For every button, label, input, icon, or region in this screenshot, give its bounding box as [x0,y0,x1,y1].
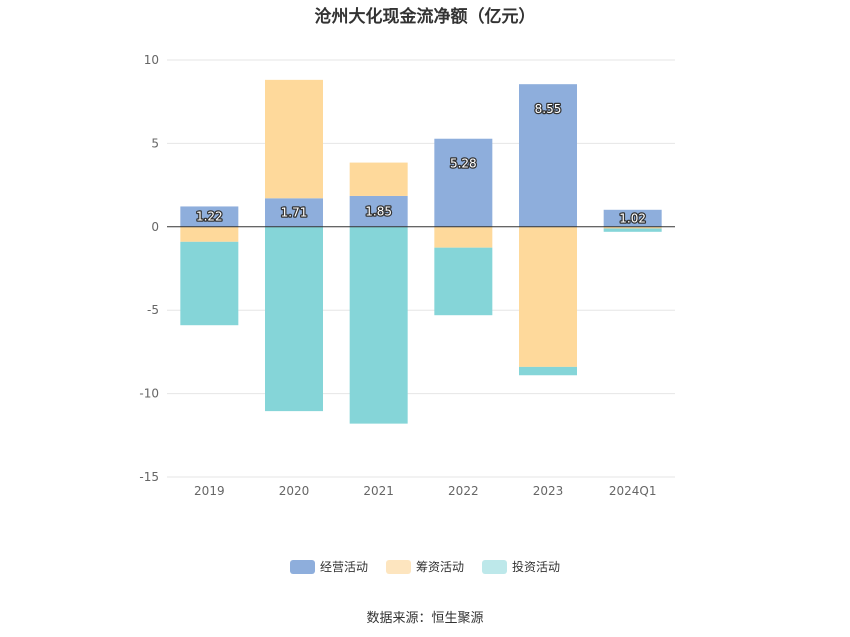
bar-operating-2021 [349,195,408,227]
data-source-note: 数据来源：恒生聚源 [366,611,484,626]
legend-swatch-operating [289,559,315,574]
y-tick-label: -5 [147,303,159,317]
data-label-operating-2020: 1.71 [281,206,308,220]
data-label-operating-2024Q1: 1.02 [619,211,646,225]
chart-title: 沧州大化现金流净额（亿元） [314,7,536,27]
bar-financing-2024Q1 [603,226,662,229]
bar-operating-2020 [265,198,323,227]
legend-label-financing: 筹资活动 [415,560,464,574]
data-label-operating-2021: 1.85 [365,204,392,218]
x-tick-label: 2021 [363,484,394,498]
data-label-operating-2019: 1.22 [196,210,223,224]
x-tick-label: 2023 [533,484,564,498]
bar-operating-2022 [434,138,493,227]
x-tick-label: 2022 [448,484,479,498]
data-label-operating-2022: 5.28 [450,157,477,171]
bar-financing-2020 [265,79,323,199]
x-tick-label: 2019 [194,484,225,498]
bar-investing-2022 [434,247,493,316]
legend-label-investing: 投资活动 [512,560,561,574]
y-tick-label: 5 [151,136,159,150]
bar-operating-2019 [180,206,239,227]
legend-item-financing[interactable]: 筹资活动 [385,558,464,575]
data-label-operating-2023: 8.55 [535,102,562,116]
bar-operating-2024Q1 [603,209,662,227]
bar-investing-2024Q1 [603,228,662,232]
bar-investing-2023 [519,366,577,376]
x-tick-label: 2024Q1 [609,484,657,498]
y-tick-label: -15 [139,470,159,484]
y-tick-label: 10 [144,53,159,67]
bar-investing-2019 [180,241,239,326]
bar-investing-2020 [265,226,323,412]
legend-swatch-investing [482,559,507,574]
legend-label-operating: 经营活动 [319,560,368,574]
y-tick-label: -10 [139,387,159,401]
legend-item-operating[interactable]: 经营活动 [289,558,368,575]
x-tick-label: 2020 [279,484,310,498]
legend-item-investing[interactable]: 投资活动 [482,558,560,575]
chart-legend: 经营活动 筹资活动 投资活动 [0,558,850,575]
bar-operating-2023 [519,84,577,227]
bar-financing-2023 [519,226,577,367]
bar-investing-2021 [349,226,408,424]
legend-swatch-financing [385,559,411,574]
bar-financing-2022 [434,226,493,248]
bar-financing-2019 [180,226,239,242]
y-tick-label: 0 [151,220,159,234]
bar-financing-2021 [349,162,408,196]
